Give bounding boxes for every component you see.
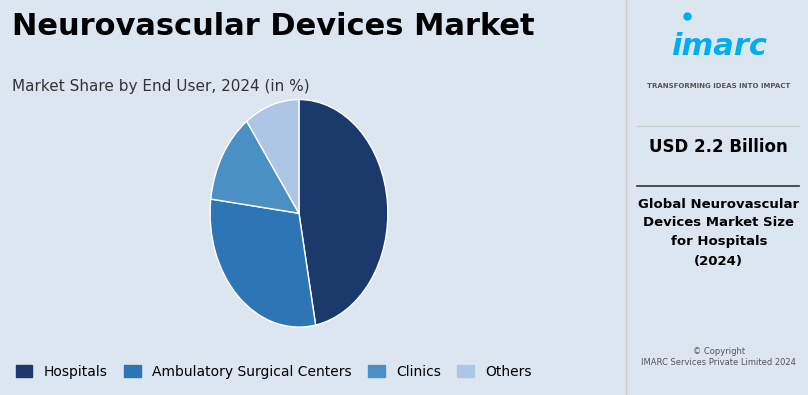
- Wedge shape: [210, 199, 316, 327]
- Legend: Hospitals, Ambulatory Surgical Centers, Clinics, Others: Hospitals, Ambulatory Surgical Centers, …: [11, 359, 537, 384]
- Text: Neurovascular Devices Market: Neurovascular Devices Market: [12, 12, 535, 41]
- Text: Market Share by End User, 2024 (in %): Market Share by End User, 2024 (in %): [12, 79, 310, 94]
- Text: Global Neurovascular
Devices Market Size
for Hospitals
(2024): Global Neurovascular Devices Market Size…: [638, 198, 799, 267]
- Text: © Copyright
IMARC Services Private Limited 2024: © Copyright IMARC Services Private Limit…: [642, 346, 796, 367]
- Wedge shape: [211, 121, 299, 213]
- Wedge shape: [299, 100, 388, 325]
- Wedge shape: [246, 100, 299, 213]
- Text: imarc: imarc: [671, 32, 767, 60]
- Text: USD 2.2 Billion: USD 2.2 Billion: [650, 138, 788, 156]
- Text: TRANSFORMING IDEAS INTO IMPACT: TRANSFORMING IDEAS INTO IMPACT: [647, 83, 790, 89]
